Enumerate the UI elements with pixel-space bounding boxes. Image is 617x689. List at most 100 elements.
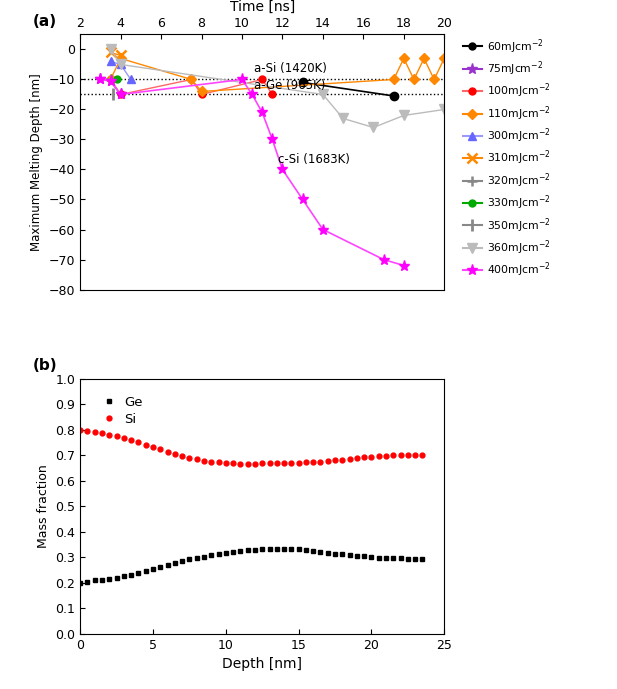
Si — [98, 429, 106, 438]
Ge — [84, 577, 91, 586]
Ge — [222, 549, 230, 557]
Ge — [106, 575, 113, 583]
Si — [397, 451, 404, 459]
Si — [419, 451, 426, 459]
Ge — [120, 573, 128, 581]
Si — [375, 452, 383, 460]
Si — [157, 445, 164, 453]
Si — [368, 453, 375, 461]
Ge — [244, 546, 251, 555]
Ge — [389, 554, 397, 562]
Si — [346, 455, 354, 463]
Text: a-Ge (965K): a-Ge (965K) — [254, 79, 326, 92]
Si — [149, 443, 157, 451]
Text: (b): (b) — [33, 358, 57, 373]
Ge — [331, 549, 339, 557]
Y-axis label: Mass fraction: Mass fraction — [37, 464, 50, 548]
Ge — [295, 545, 302, 553]
Ge — [412, 555, 419, 563]
Si — [230, 460, 237, 468]
Si — [302, 458, 310, 466]
Ge — [171, 559, 178, 567]
Si — [266, 460, 273, 468]
Si — [251, 460, 259, 468]
Si — [259, 460, 266, 468]
Si — [164, 448, 172, 456]
Line: Si: Si — [78, 427, 425, 466]
Si — [288, 459, 295, 467]
Si — [193, 455, 201, 464]
Si — [360, 453, 368, 462]
Ge — [368, 553, 375, 562]
Ge — [77, 579, 84, 587]
X-axis label: Time [ns]: Time [ns] — [230, 0, 295, 14]
Ge — [273, 544, 281, 553]
Ge — [383, 554, 390, 562]
Ge — [310, 547, 317, 555]
Text: c-Si (1683K): c-Si (1683K) — [278, 154, 350, 167]
Line: Ge: Ge — [78, 546, 425, 585]
Ge — [419, 555, 426, 563]
Si — [128, 436, 135, 444]
Ge — [135, 568, 142, 577]
Si — [178, 452, 186, 460]
Si — [171, 450, 178, 458]
Si — [404, 451, 412, 459]
Si — [113, 432, 120, 440]
Si — [91, 428, 99, 436]
Si — [383, 451, 390, 460]
Ge — [230, 548, 237, 556]
Si — [84, 426, 91, 435]
Ge — [142, 567, 149, 575]
Si — [412, 451, 419, 459]
Ge — [346, 551, 354, 559]
Ge — [193, 554, 201, 562]
Ge — [339, 550, 346, 558]
Si — [120, 434, 128, 442]
Si — [201, 457, 208, 465]
Ge — [404, 555, 412, 563]
Si — [106, 431, 113, 439]
Ge — [266, 545, 273, 553]
Si — [317, 457, 324, 466]
Ge — [113, 574, 120, 582]
Ge — [91, 576, 99, 584]
Ge — [280, 544, 288, 553]
Si — [207, 457, 215, 466]
Ge — [128, 570, 135, 579]
Ge — [288, 545, 295, 553]
Ge — [302, 546, 310, 555]
Ge — [157, 563, 164, 571]
Si — [324, 457, 331, 465]
Ge — [164, 561, 172, 569]
Ge — [375, 553, 383, 562]
Si — [186, 454, 193, 462]
Ge — [207, 551, 215, 559]
Si — [280, 459, 288, 467]
Ge — [360, 552, 368, 560]
Text: (a): (a) — [33, 14, 57, 29]
Si — [295, 459, 302, 467]
Legend: 60mJcm$^{-2}$, 75mJcm$^{-2}$, 100mJcm$^{-2}$, 110mJcm$^{-2}$, 300mJcm$^{-2}$, 31: 60mJcm$^{-2}$, 75mJcm$^{-2}$, 100mJcm$^{… — [460, 34, 552, 282]
Si — [353, 454, 360, 462]
Ge — [149, 565, 157, 573]
Ge — [251, 546, 259, 554]
Ge — [201, 553, 208, 561]
Si — [310, 458, 317, 466]
Ge — [397, 554, 404, 562]
Ge — [98, 575, 106, 584]
Si — [331, 456, 339, 464]
Si — [135, 438, 142, 446]
Ge — [353, 552, 360, 560]
Si — [222, 459, 230, 467]
Si — [273, 460, 281, 468]
Si — [389, 451, 397, 460]
Ge — [186, 555, 193, 564]
Ge — [324, 548, 331, 557]
Ge — [237, 547, 244, 555]
Y-axis label: Maximum Melting Depth [nm]: Maximum Melting Depth [nm] — [30, 73, 43, 251]
Text: a-Si (1420K): a-Si (1420K) — [254, 62, 327, 75]
Ge — [317, 548, 324, 556]
Si — [215, 458, 222, 466]
Si — [339, 455, 346, 464]
